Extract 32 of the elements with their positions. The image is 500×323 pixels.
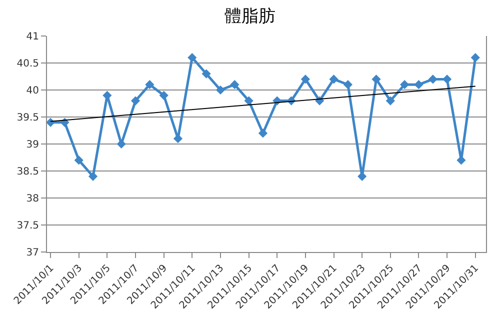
point: [386, 96, 395, 106]
point: [116, 139, 126, 149]
point: [145, 80, 154, 90]
y-tick-label: 38.5: [16, 166, 39, 178]
point: [202, 69, 211, 78]
point: [244, 96, 254, 106]
point: [74, 156, 84, 165]
y-tick-label: 40.5: [16, 58, 39, 70]
point: [88, 172, 98, 181]
y-tick-label: 37.5: [16, 220, 39, 232]
point: [329, 74, 338, 84]
y-tick-label: 39.5: [16, 112, 39, 124]
point: [343, 80, 352, 90]
y-tick-label: 41: [26, 32, 39, 42]
point: [442, 74, 452, 84]
point: [230, 80, 240, 90]
y-tick-label: 39: [26, 140, 39, 150]
point: [188, 53, 197, 62]
point: [300, 74, 310, 84]
chart-title: 體脂肪: [224, 6, 276, 27]
point: [159, 90, 168, 100]
point: [216, 85, 226, 95]
y-tick-label: 40: [26, 86, 39, 96]
y-tick-label: 37: [26, 248, 39, 258]
point: [414, 80, 424, 90]
point: [372, 74, 381, 84]
point: [173, 134, 183, 144]
y-tick-label: 38: [26, 194, 39, 204]
point: [258, 128, 268, 138]
point: [130, 96, 140, 106]
point: [470, 53, 480, 62]
point: [428, 74, 438, 84]
